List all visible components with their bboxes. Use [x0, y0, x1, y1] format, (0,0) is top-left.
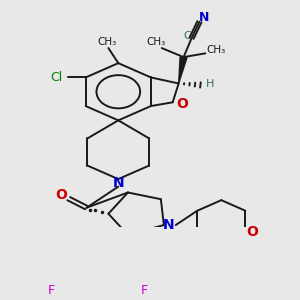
Text: F: F	[48, 284, 55, 297]
Polygon shape	[97, 235, 128, 249]
Text: O: O	[246, 225, 258, 239]
Text: O: O	[177, 97, 188, 111]
Text: CH₃: CH₃	[207, 45, 226, 55]
Text: N: N	[199, 11, 210, 25]
Text: CH₃: CH₃	[146, 37, 166, 47]
Text: C: C	[184, 31, 191, 41]
Text: N: N	[163, 218, 175, 232]
Polygon shape	[178, 57, 187, 83]
Text: CH₃: CH₃	[98, 37, 117, 47]
Text: N: N	[112, 176, 124, 190]
Text: F: F	[141, 284, 148, 297]
Text: O: O	[55, 188, 67, 202]
Text: H: H	[206, 79, 214, 89]
Text: Cl: Cl	[50, 71, 62, 84]
